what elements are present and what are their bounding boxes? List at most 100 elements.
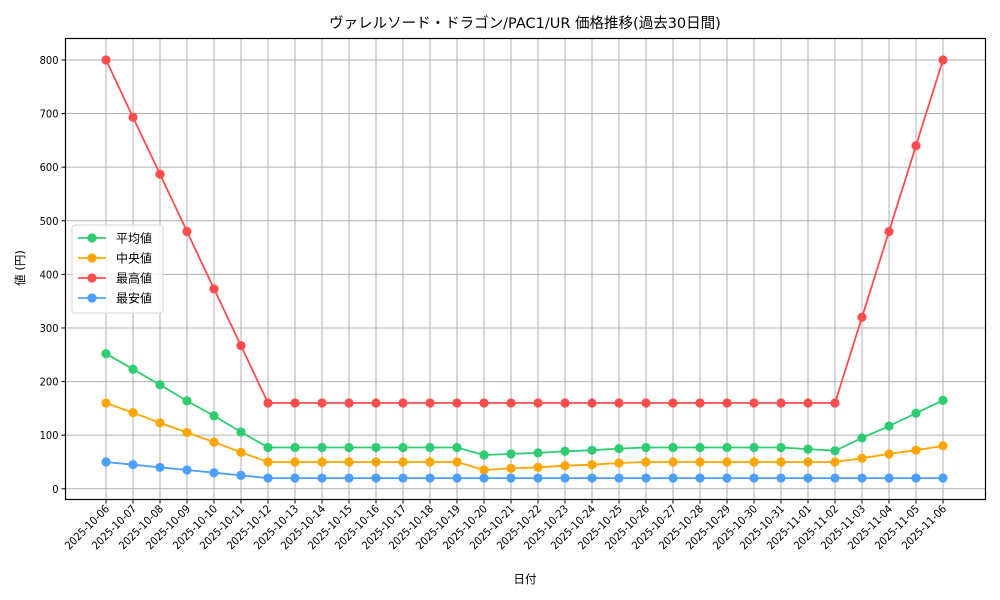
data-point-marker xyxy=(182,465,192,475)
data-point-marker xyxy=(425,442,435,453)
data-point-marker xyxy=(155,380,165,390)
data-point-marker xyxy=(776,398,786,408)
data-point-marker xyxy=(587,473,597,483)
data-point-marker xyxy=(209,437,219,447)
data-point-marker xyxy=(803,473,813,483)
data-point-marker xyxy=(695,398,705,408)
data-point-marker xyxy=(479,450,489,460)
data-point-marker xyxy=(749,473,759,483)
data-point-marker xyxy=(425,473,435,483)
data-point-marker xyxy=(398,442,408,453)
data-point-marker xyxy=(587,398,597,408)
data-point-marker xyxy=(938,395,948,405)
data-point-marker xyxy=(155,418,165,428)
data-point-marker xyxy=(884,421,894,431)
y-axis-ticks: 0 100 200 300 400 500 600 700 800 xyxy=(40,54,66,496)
legend-label: 最安値 xyxy=(116,291,152,306)
y-tick-label: 400 xyxy=(40,268,59,281)
data-point-marker xyxy=(398,398,408,408)
data-point-marker xyxy=(398,457,408,467)
data-point-marker xyxy=(263,457,273,467)
data-point-marker xyxy=(209,284,219,294)
data-point-marker xyxy=(425,398,435,408)
data-point-marker xyxy=(533,398,543,408)
data-point-marker xyxy=(857,473,867,483)
data-point-marker xyxy=(425,457,435,467)
data-point-marker xyxy=(776,457,786,467)
data-point-marker xyxy=(641,473,651,483)
data-point-marker xyxy=(317,398,327,408)
data-point-marker xyxy=(506,449,516,459)
data-point-marker xyxy=(560,473,570,483)
data-point-marker xyxy=(128,460,138,470)
y-tick-label: 800 xyxy=(40,54,59,67)
data-point-marker xyxy=(479,398,489,408)
legend-label: 最高値 xyxy=(116,271,152,286)
data-point-marker xyxy=(533,462,543,472)
data-point-marker xyxy=(614,458,624,468)
data-point-marker xyxy=(452,398,462,408)
data-point-marker xyxy=(290,442,300,453)
data-point-marker xyxy=(290,457,300,467)
data-point-marker xyxy=(182,226,192,237)
data-point-marker xyxy=(182,427,192,438)
data-point-marker xyxy=(398,473,408,483)
data-point-marker xyxy=(101,349,111,359)
data-point-marker xyxy=(101,457,111,467)
data-point-marker xyxy=(722,398,732,408)
x-axis-label: 日付 xyxy=(514,572,537,586)
legend-item: 中央値 xyxy=(78,251,152,266)
data-point-marker xyxy=(209,411,219,421)
data-point-marker xyxy=(722,442,732,453)
legend-item: 平均値 xyxy=(78,231,152,246)
data-point-marker xyxy=(479,473,489,483)
data-point-marker xyxy=(722,473,732,483)
data-point-marker xyxy=(236,470,246,480)
data-point-marker xyxy=(830,398,840,408)
data-point-marker xyxy=(128,408,138,418)
data-point-marker xyxy=(263,442,273,453)
legend-marker-icon xyxy=(87,253,97,263)
data-point-marker xyxy=(479,465,489,475)
data-point-marker xyxy=(452,473,462,483)
data-point-marker xyxy=(884,449,894,459)
data-point-marker xyxy=(533,448,543,458)
data-point-marker xyxy=(560,461,570,471)
y-axis-label: 値 (円) xyxy=(13,250,27,286)
data-point-marker xyxy=(911,141,921,151)
data-point-marker xyxy=(803,457,813,467)
y-tick-label: 700 xyxy=(40,108,59,121)
data-point-marker xyxy=(749,457,759,467)
data-point-marker xyxy=(452,457,462,467)
data-point-marker xyxy=(236,447,246,457)
data-point-marker xyxy=(452,442,462,453)
data-point-marker xyxy=(587,460,597,470)
y-tick-label: 600 xyxy=(40,161,59,174)
data-point-marker xyxy=(614,398,624,408)
data-point-marker xyxy=(614,443,624,454)
data-point-marker xyxy=(830,457,840,467)
data-point-marker xyxy=(803,444,813,454)
data-point-marker xyxy=(506,398,516,408)
data-point-marker xyxy=(587,445,597,455)
data-point-marker xyxy=(344,398,354,408)
data-point-marker xyxy=(317,442,327,453)
series-中央値 xyxy=(101,398,948,475)
data-point-marker xyxy=(344,473,354,483)
data-series xyxy=(101,55,948,483)
data-point-marker xyxy=(371,473,381,483)
legend-label: 中央値 xyxy=(116,251,152,266)
legend-item: 最高値 xyxy=(78,271,152,286)
data-point-marker xyxy=(803,398,813,408)
data-point-marker xyxy=(695,457,705,467)
data-point-marker xyxy=(263,398,273,408)
legend-box xyxy=(71,224,164,314)
data-point-marker xyxy=(830,473,840,483)
data-point-marker xyxy=(830,446,840,456)
data-point-marker xyxy=(614,473,624,483)
data-point-marker xyxy=(938,441,948,451)
data-point-marker xyxy=(857,453,867,463)
data-point-marker xyxy=(101,398,111,408)
